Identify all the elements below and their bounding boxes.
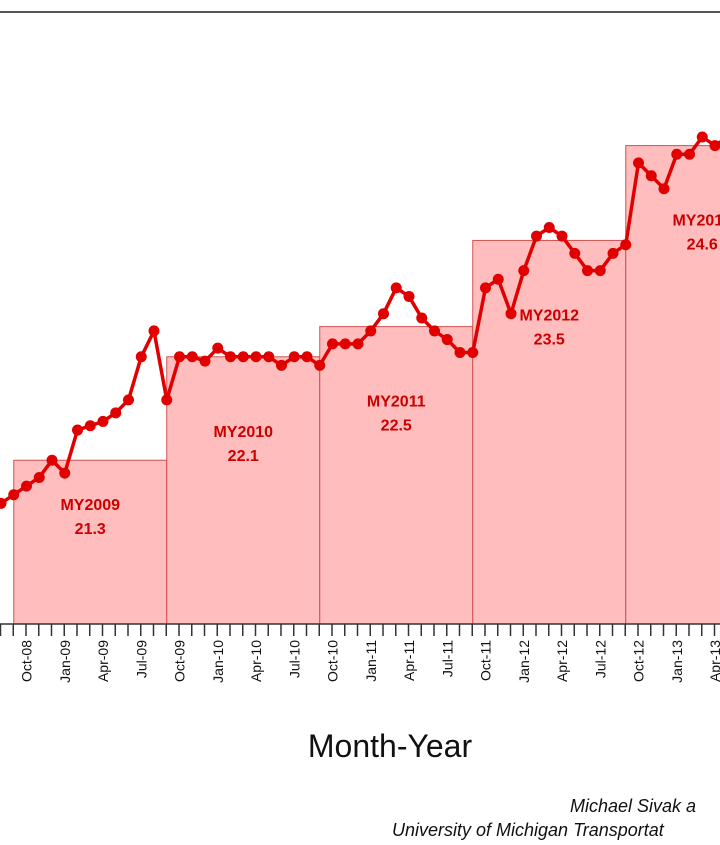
data-point (21, 480, 32, 492)
x-tick-label: Oct-10 (325, 640, 341, 682)
model-year-bar (472, 239, 627, 625)
model-year-bar (625, 145, 720, 625)
data-point (390, 282, 402, 294)
model-year-value: 24.6 (687, 237, 718, 254)
model-year-label: MY2009 (60, 497, 120, 514)
data-point (454, 346, 466, 358)
data-point (59, 467, 71, 479)
data-point (186, 351, 198, 363)
x-tick-label: Apr-09 (95, 640, 111, 682)
x-tick-label: Apr-12 (554, 640, 570, 682)
data-point (531, 230, 542, 242)
data-point (378, 308, 389, 320)
x-tick-label: Jan-12 (516, 640, 532, 683)
data-point (8, 489, 20, 501)
data-point (467, 346, 479, 358)
data-point (658, 183, 670, 195)
data-point (441, 334, 453, 346)
data-point (607, 247, 619, 259)
x-tick-label: Oct-11 (478, 640, 494, 681)
data-point (671, 148, 683, 160)
credit-line-1: Michael Sivak a (570, 796, 697, 816)
x-tick-label: Jul-11 (439, 640, 455, 677)
data-point (696, 131, 708, 143)
data-point (518, 265, 530, 277)
x-tick-label: Oct-09 (172, 640, 188, 682)
data-point (543, 221, 555, 233)
x-tick-label: Apr-10 (248, 640, 264, 682)
data-point (569, 247, 581, 259)
model-year-value: 23.5 (534, 331, 565, 348)
data-point (250, 351, 262, 363)
data-point (429, 325, 440, 337)
x-tick-label: Jan-09 (57, 640, 73, 683)
model-year-value: 22.1 (228, 448, 259, 465)
x-tick-label: Jan-10 (210, 640, 226, 683)
data-point (276, 359, 287, 371)
data-point (199, 355, 211, 367)
data-point (505, 308, 517, 320)
data-point (339, 338, 351, 350)
x-tick-label: Jul-09 (133, 640, 149, 678)
data-point (492, 273, 504, 285)
data-point (148, 325, 160, 337)
data-point (684, 148, 695, 160)
data-point (161, 394, 173, 406)
data-point (212, 342, 224, 354)
data-point (594, 265, 606, 277)
series-line (0, 135, 720, 505)
model-year-value: 22.5 (381, 418, 412, 435)
x-tick-label: Jul-10 (286, 640, 302, 678)
model-year-bar (13, 459, 168, 625)
data-point (416, 312, 428, 324)
data-point (645, 170, 657, 182)
credit-line-2: University of Michigan Transportat (392, 820, 664, 840)
data-point (327, 338, 338, 350)
model-year-label: MY2010 (213, 424, 273, 441)
data-point (314, 359, 326, 371)
model-year-label: MY2013 (672, 213, 720, 230)
data-point (263, 351, 275, 363)
data-point (620, 239, 632, 251)
x-tick-label: Jul-12 (592, 640, 608, 678)
data-point (237, 351, 249, 363)
data-point (225, 351, 236, 363)
x-tick-label: Jan-11 (363, 640, 379, 682)
x-tick-label: Jan-13 (669, 640, 685, 683)
data-point (288, 351, 300, 363)
data-point (46, 454, 58, 466)
data-point (301, 351, 313, 363)
x-tick-label: Apr-13 (707, 640, 720, 682)
data-point (97, 415, 109, 427)
model-year-label: MY2012 (519, 307, 579, 324)
x-tick-label: Oct-12 (631, 640, 647, 682)
data-point (0, 497, 7, 509)
data-point (72, 424, 83, 436)
data-point (110, 407, 122, 419)
model-year-bar (166, 356, 321, 625)
data-point (403, 290, 415, 302)
model-year-label: MY2011 (367, 394, 426, 411)
data-point (556, 230, 568, 242)
model-year-bar (319, 326, 474, 625)
data-point (123, 394, 134, 406)
data-point (33, 471, 45, 483)
x-axis-title: Month-Year (307, 728, 473, 764)
x-tick-label: Apr-11 (401, 640, 417, 681)
x-tick-label: Oct-08 (19, 640, 35, 682)
data-point (352, 338, 364, 350)
data-point (582, 265, 593, 277)
model-year-value: 21.3 (75, 521, 106, 538)
data-point (709, 140, 720, 152)
data-point (365, 325, 377, 337)
data-point (84, 420, 96, 432)
data-point (174, 351, 185, 363)
data-point (633, 157, 644, 169)
data-point (135, 351, 147, 363)
data-point (480, 282, 491, 294)
